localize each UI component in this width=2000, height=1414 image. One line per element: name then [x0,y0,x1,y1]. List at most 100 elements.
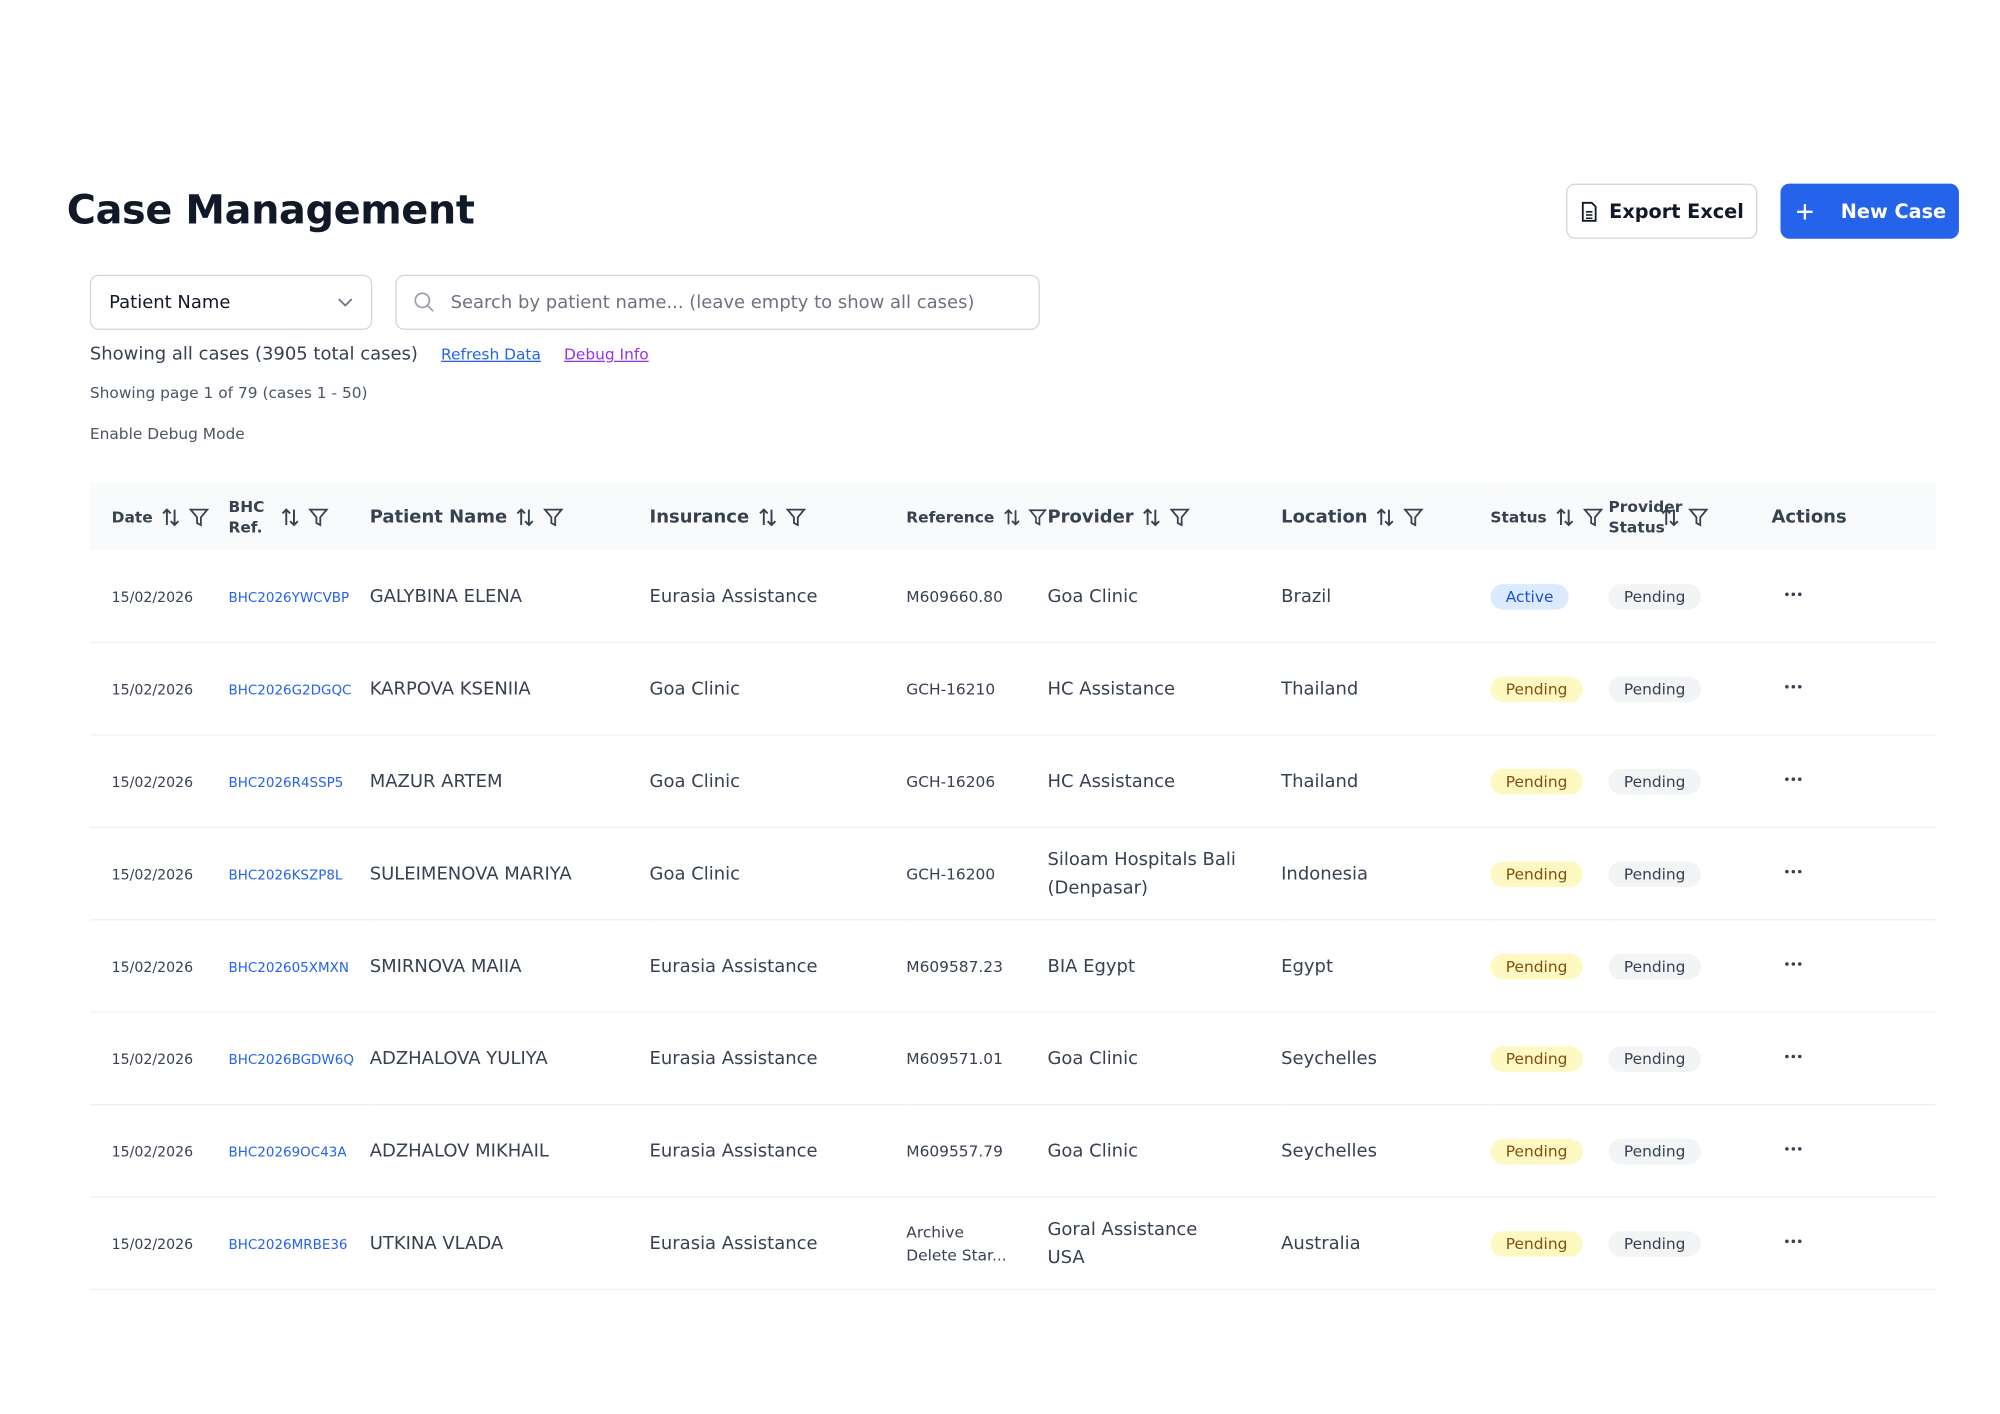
cell: Goa Clinic [649,734,907,828]
cell: Pending [1490,827,1609,921]
cell: Archive Delete Star... [906,1197,1048,1291]
sort-icon[interactable] [1002,506,1021,527]
cell-text: Seychelles [1281,1140,1377,1162]
cell: Goa Clinic [649,827,907,921]
status-badge: Pending [1490,768,1583,794]
cell-text: HC Assistance [1047,678,1176,699]
case-row: 15/02/2026 BHC20269OC43A ADZHALOV MIKHAIL E… [89,1104,1936,1198]
cell: 15/02/2026 [89,550,229,644]
search-placeholder: Search by patient name... (leave empty t… [450,292,975,313]
cell-text: GALYBINA ELENA [369,586,523,607]
cell-text: KARPOVA KSENIIA [369,678,531,699]
cell: Pending [1608,1104,1772,1198]
actions-cell [1771,1104,1936,1198]
actions-menu[interactable] [1783,1230,1804,1251]
case-ref-link[interactable]: BHC2026KSZP8L [228,867,343,883]
cell: SULEIMENOVA MARIYA [369,827,650,921]
case-ref-link[interactable]: BHC2026G2DGQC [228,682,352,698]
filter-icon[interactable] [1028,506,1048,527]
field-select[interactable]: Patient Name [89,274,373,330]
header-cell: Insurance [650,506,907,527]
case-ref-link[interactable]: BHC2026YWCVBP [228,589,350,606]
sort-icon[interactable] [757,506,778,527]
header-cell: Reference [906,506,1048,527]
search-input[interactable]: Search by patient name... (leave empty t… [395,274,1040,330]
case-row: 15/02/2026 BHC202605XMXN SMIRNOVA MAIIA Eur… [89,919,1936,1013]
case-ref-link[interactable]: BHC2026MRBE36 [228,1236,348,1253]
filter-icon[interactable] [188,506,210,527]
header-label: Location [1281,506,1368,527]
cell: KARPOVA KSENIIA [369,642,650,736]
provider-status-badge: Pending [1608,953,1701,979]
cell: BHC20269OC43A [228,1104,370,1198]
filter-icon[interactable] [543,506,564,527]
cell: BIA Egypt [1047,919,1282,1013]
date: 15/02/2026 [111,588,194,606]
debug-link[interactable]: Debug Info [564,345,649,364]
cell-text: MAZUR ARTEM [369,770,503,792]
sort-icon[interactable] [280,506,301,527]
summary: Showing all cases (3905 total cases) [89,344,418,365]
sort-icon[interactable] [1554,506,1575,527]
cell: Pending [1490,734,1609,828]
debug-mode-toggle[interactable]: Enable Debug Mode [89,424,245,443]
status-badge: Pending [1490,1045,1583,1072]
cell-text: Eurasia Assistance [649,1140,818,1162]
cell-text: SMIRNOVA MAIIA [369,955,522,977]
header-label: Status [1490,507,1547,526]
sort-icon[interactable] [160,506,181,527]
new-case-button[interactable]: New Case [1780,183,1959,239]
case-ref-link[interactable]: BHC2026BGDW6Q [228,1051,354,1068]
actions-menu[interactable] [1783,1138,1804,1159]
cell-text: Siloam Hospitals Bali (Denpasar) [1047,849,1236,898]
cell: UTKINA VLADA [369,1197,650,1291]
filter-icon[interactable] [1403,506,1425,527]
actions-menu[interactable] [1783,953,1804,974]
cell-text: Egypt [1281,955,1334,977]
sort-icon[interactable] [515,506,536,527]
column-header: Actions [1771,482,1936,551]
cell-text: UTKINA VLADA [369,1232,504,1254]
filter-icon[interactable] [785,506,806,527]
cell: GCH-16206 [906,734,1048,828]
sort-icon[interactable] [1375,506,1396,527]
cell: 15/02/2026 [89,1197,229,1291]
header-cell: BHC Ref. [228,496,369,537]
reference: M609660.80 [906,587,1003,606]
column-header: Status [1490,482,1609,551]
cell: Eurasia Assistance [649,1012,907,1106]
cell: Thailand [1281,642,1491,736]
case-ref-link[interactable]: BHC2026R4SSP5 [228,774,344,791]
cell: Goa Clinic [649,642,907,736]
refresh-link[interactable]: Refresh Data [441,345,541,364]
button-label: Export Excel [1609,199,1744,223]
actions-menu[interactable] [1783,861,1804,882]
provider-status-badge: Pending [1608,860,1701,887]
export-button[interactable]: Export Excel [1566,183,1758,239]
cell: Pending [1608,642,1772,736]
actions-cell [1771,1012,1936,1106]
reference: GCH-16200 [906,864,996,883]
filter-icon[interactable] [1169,506,1191,527]
actions-menu[interactable] [1783,583,1804,604]
sort-icon[interactable] [1660,506,1681,527]
cell: 15/02/2026 [89,642,229,736]
cell: Indonesia [1281,827,1491,921]
reference-line: Archive [906,1222,964,1241]
case-ref-link[interactable]: BHC20269OC43A [228,1144,347,1160]
cell: 15/02/2026 [89,919,229,1013]
actions-menu[interactable] [1783,1046,1804,1067]
filter-icon[interactable] [308,506,329,527]
filter-icon[interactable] [1582,506,1604,527]
filter-icon[interactable] [1688,506,1709,527]
cell: 15/02/2026 [89,827,229,921]
cell: Eurasia Assistance [649,919,907,1013]
cell-text: SULEIMENOVA MARIYA [369,863,572,884]
actions-menu[interactable] [1783,676,1804,697]
actions-menu[interactable] [1783,768,1804,789]
sort-icon[interactable] [1141,506,1162,527]
cell: MAZUR ARTEM [369,734,650,828]
actions-cell [1771,642,1936,736]
case-ref-link[interactable]: BHC202605XMXN [228,959,349,975]
cell: SMIRNOVA MAIIA [369,919,650,1013]
